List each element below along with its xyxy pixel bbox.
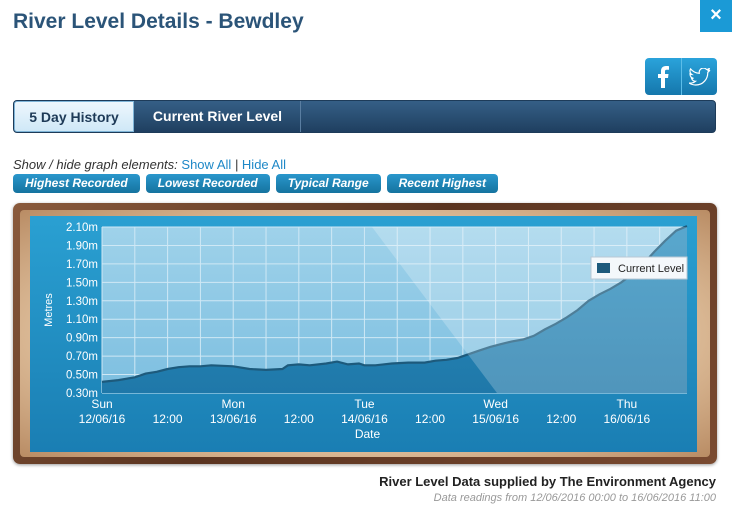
x-tick-label: 12/06/16 xyxy=(79,412,126,426)
toggle-prefix: Show / hide graph elements: xyxy=(13,157,178,172)
x-tick-label: 14/06/16 xyxy=(341,412,388,426)
social-share-group xyxy=(645,58,717,95)
hide-all-link[interactable]: Hide All xyxy=(241,157,286,172)
current-level-area xyxy=(102,226,687,393)
x-tick-label: 15/06/16 xyxy=(472,412,519,426)
legend-swatch xyxy=(597,263,610,273)
x-tick-label: Tue xyxy=(354,397,375,411)
y-tick-label: 0.90m xyxy=(66,333,98,345)
y-tick-label: 0.70m xyxy=(66,351,98,363)
current-level-line xyxy=(101,225,688,383)
x-tick-label: 12:00 xyxy=(546,412,576,426)
x-tick-label: Sun xyxy=(91,397,112,411)
facebook-icon xyxy=(658,65,669,88)
page-title: River Level Details - Bewdley xyxy=(13,10,304,33)
x-tick-label: Thu xyxy=(617,397,638,411)
highest-recorded-button[interactable]: Highest Recorded xyxy=(13,174,140,193)
x-tick-label: 12:00 xyxy=(284,412,314,426)
legend-label: Current Level xyxy=(618,263,684,275)
tab-5-day-history[interactable]: 5 Day History xyxy=(14,101,134,132)
data-credit: River Level Data supplied by The Environ… xyxy=(379,474,716,489)
tab-current-river-level[interactable]: Current River Level xyxy=(135,101,301,132)
x-tick-label: Wed xyxy=(483,397,507,411)
show-all-link[interactable]: Show All xyxy=(181,157,232,172)
typical-range-button[interactable]: Typical Range xyxy=(275,174,381,193)
chart-panel: 0.30m 0.50m 0.70m 0.90m 1.10m 1.30m 1.50m 1.70m… xyxy=(30,216,697,452)
twitter-icon xyxy=(688,67,710,86)
y-tick-label: 1.70m xyxy=(66,259,98,271)
y-tick-label: 0.50m xyxy=(66,370,98,382)
x-tick-label: 16/06/16 xyxy=(604,412,651,426)
x-tick-label: 12:00 xyxy=(153,412,183,426)
y-tick-label: 1.10m xyxy=(66,314,98,326)
close-button[interactable]: × xyxy=(700,0,732,32)
twitter-share-button[interactable] xyxy=(681,58,717,95)
x-tick-label: 12:00 xyxy=(415,412,445,426)
y-axis-label: Metres xyxy=(43,293,55,327)
x-tick-label: 13/06/16 xyxy=(210,412,257,426)
graph-elements-toggle: Show / hide graph elements: Show All | H… xyxy=(13,157,286,172)
y-tick-label: 1.90m xyxy=(66,240,98,252)
data-readings-range: Data readings from 12/06/2016 00:00 to 1… xyxy=(433,492,716,504)
toggle-separator: | xyxy=(234,157,239,172)
river-level-chart: 0.30m 0.50m 0.70m 0.90m 1.10m 1.30m 1.50m 1.70m… xyxy=(43,222,688,441)
chart-frame: 0.30m 0.50m 0.70m 0.90m 1.10m 1.30m 1.50m 1.70m… xyxy=(13,203,717,464)
lowest-recorded-button[interactable]: Lowest Recorded xyxy=(145,174,270,193)
graph-element-buttons: Highest Recorded Lowest Recorded Typical… xyxy=(13,174,498,193)
y-tick-label: 0.30m xyxy=(66,388,98,400)
y-tick-label: 1.30m xyxy=(66,296,98,308)
legend-box xyxy=(590,256,688,280)
chart-parchment: 0.30m 0.50m 0.70m 0.90m 1.10m 1.30m 1.50m 1.70m… xyxy=(20,210,710,457)
x-axis-label: Date xyxy=(355,427,381,441)
recent-highest-button[interactable]: Recent Highest xyxy=(386,174,498,193)
x-tick-label: Mon xyxy=(222,397,245,411)
y-tick-label: 1.50m xyxy=(66,277,98,289)
y-tick-label: 2.10m xyxy=(66,222,98,234)
tab-bar: 5 Day History Current River Level xyxy=(13,100,716,133)
facebook-share-button[interactable] xyxy=(645,58,681,95)
